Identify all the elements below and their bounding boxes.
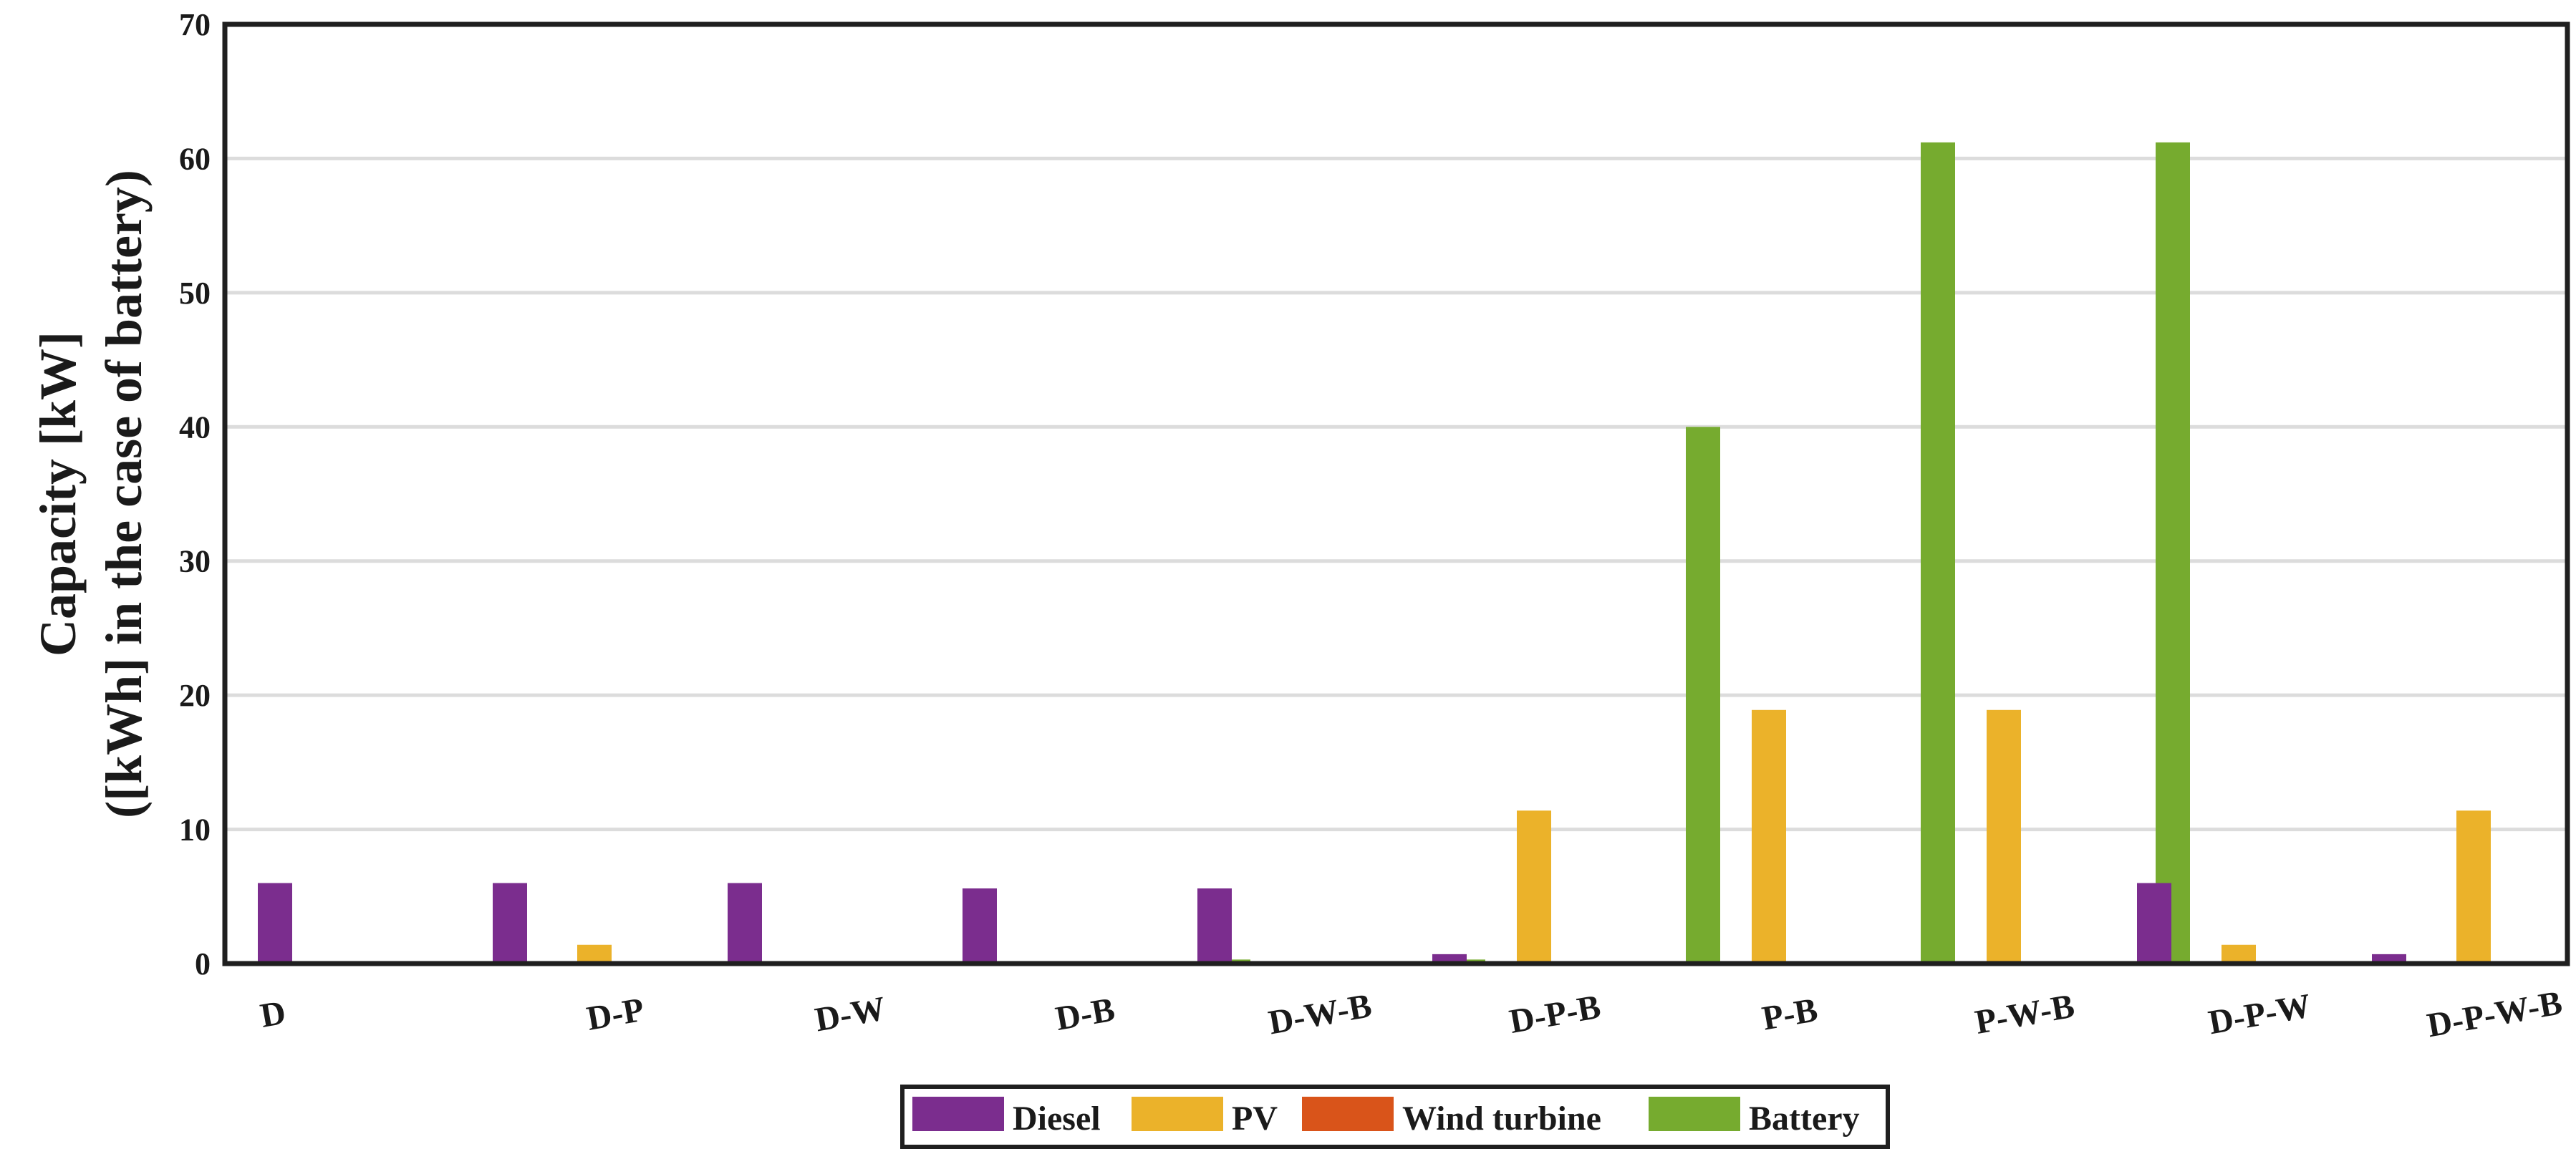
x-axis-categories: D D-P D-W D-B D-W-B D-P-B P-B P-W-B D-P-W D-P-W-B — [258, 984, 2565, 1044]
y-axis-label-line-1: Capacity [kW] — [29, 331, 87, 656]
bar-pv-d-p-w-b — [2456, 810, 2491, 964]
legend-swatch-battery — [1649, 1097, 1740, 1131]
x-category-label: D-P-W — [2206, 986, 2314, 1042]
legend-label-battery: Battery — [1749, 1100, 1860, 1138]
bar-pv-d-p-b — [1517, 810, 1551, 964]
legend-label-diesel: Diesel — [1013, 1100, 1101, 1138]
bar-pv-p-w-b — [1987, 709, 2021, 964]
x-category-label: D-P — [584, 991, 647, 1038]
bar-battery-d-p-b — [1686, 427, 1720, 964]
y-tick-label: 70 — [179, 7, 211, 42]
y-tick-label: 50 — [179, 276, 211, 311]
x-category-label: P-W-B — [1972, 987, 2078, 1042]
y-tick-label: 0 — [195, 946, 211, 981]
bar-diesel-d-p — [493, 883, 527, 964]
legend-swatch-wind-turbine — [1302, 1097, 1394, 1131]
bar-battery-p-w-b — [2156, 142, 2190, 964]
bar-diesel-d-p-w — [2137, 883, 2171, 964]
bars — [258, 142, 2491, 964]
x-category-label: P-B — [1760, 991, 1820, 1038]
bar-battery-p-b — [1921, 142, 1955, 964]
x-category-label: D-P-W-B — [2424, 984, 2565, 1044]
bar-pv-d-p-w — [2222, 944, 2256, 964]
bar-pv-p-b — [1752, 709, 1786, 964]
plot-frame — [222, 21, 2570, 966]
y-tick-label: 60 — [179, 141, 211, 176]
x-category-label: D-W — [812, 989, 888, 1039]
y-axis-label-line-2: ([kWh] in the case of battery) — [95, 170, 153, 818]
legend-swatch-diesel — [912, 1097, 1004, 1131]
bar-diesel-d-w — [728, 883, 762, 964]
legend-label-wind-turbine: Wind turbine — [1402, 1100, 1601, 1138]
legend-label-pv: PV — [1232, 1100, 1278, 1138]
legend-swatch-pv — [1132, 1097, 1223, 1131]
x-category-label: D — [258, 994, 289, 1035]
bar-diesel-d — [258, 883, 292, 964]
y-tick-label: 30 — [179, 544, 211, 579]
y-tick-label: 20 — [179, 678, 211, 713]
y-axis-ticks: 0 10 20 30 40 50 60 70 — [179, 7, 211, 981]
bar-diesel-d-w-b — [1197, 888, 1232, 964]
legend: Diesel PV Wind turbine Battery — [900, 1085, 1890, 1149]
bar-diesel-d-b — [963, 888, 997, 964]
gridlines — [225, 156, 2567, 832]
y-axis-label: Capacity [kW] ([kWh] in the case of batt… — [29, 170, 153, 818]
x-category-label: D-P-B — [1507, 988, 1603, 1041]
y-tick-label: 10 — [179, 813, 211, 848]
x-category-label: D-B — [1053, 990, 1118, 1038]
x-category-label: D-W-B — [1265, 986, 1374, 1042]
y-tick-label: 40 — [179, 409, 211, 445]
bar-pv-d-p — [577, 944, 612, 964]
